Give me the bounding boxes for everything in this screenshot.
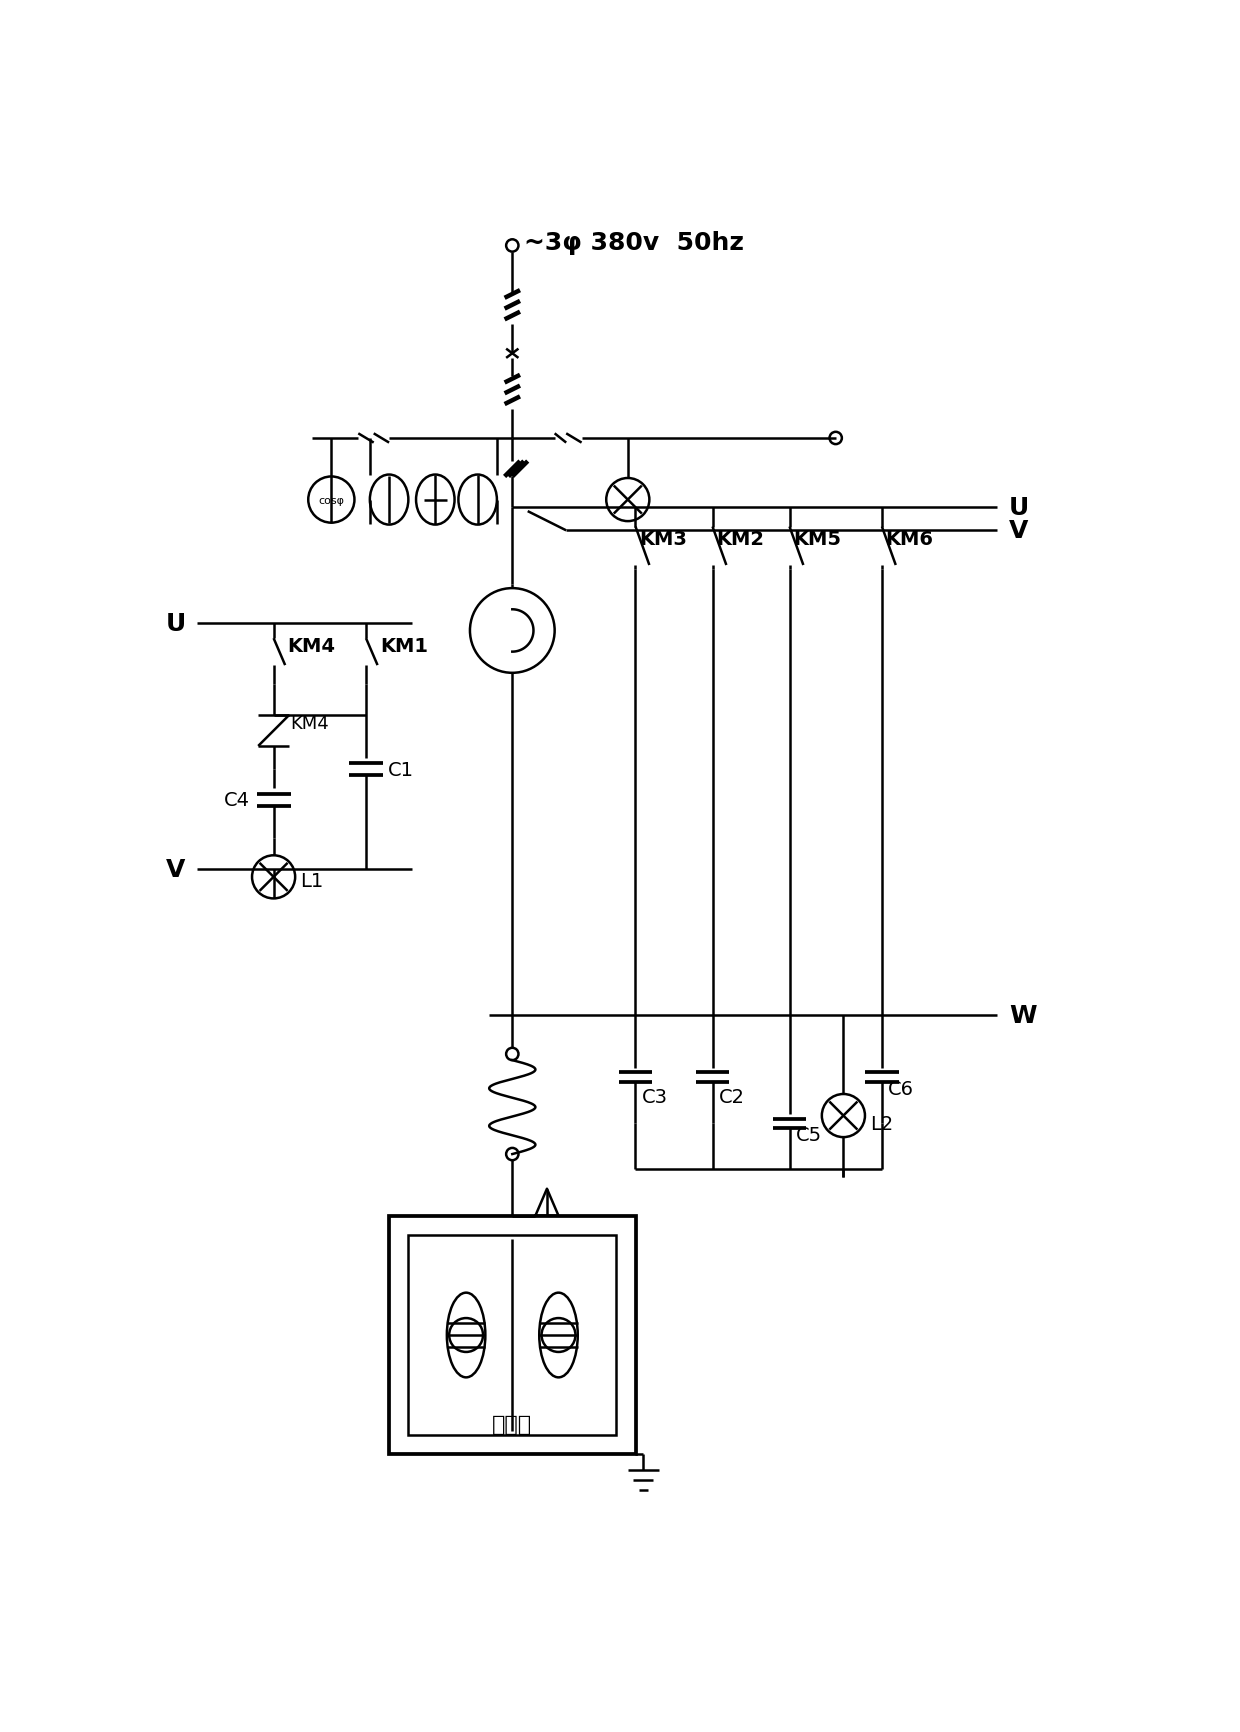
- Text: V: V: [1009, 520, 1028, 544]
- Text: C2: C2: [719, 1088, 745, 1107]
- Text: KM1: KM1: [379, 637, 428, 656]
- Text: C3: C3: [641, 1088, 667, 1107]
- Text: U: U: [166, 611, 186, 636]
- Text: KM2: KM2: [717, 530, 764, 549]
- Text: KM3: KM3: [640, 530, 687, 549]
- Circle shape: [506, 1048, 518, 1060]
- Circle shape: [506, 1148, 518, 1160]
- Text: U: U: [1009, 495, 1029, 520]
- Text: W: W: [1009, 1005, 1037, 1027]
- Circle shape: [830, 433, 842, 445]
- Bar: [389, 1216, 635, 1455]
- Text: V: V: [166, 857, 185, 882]
- Circle shape: [506, 241, 518, 253]
- Text: KM6: KM6: [885, 530, 934, 549]
- Text: C1: C1: [388, 760, 414, 779]
- Text: C6: C6: [888, 1079, 914, 1098]
- Text: C5: C5: [796, 1126, 822, 1145]
- Text: L1: L1: [300, 871, 324, 890]
- Bar: [408, 1235, 616, 1436]
- Text: C4: C4: [223, 792, 249, 811]
- Text: ~3φ 380v  50hz: ~3φ 380v 50hz: [523, 230, 744, 255]
- Text: 连体炉: 连体炉: [492, 1413, 532, 1434]
- Text: KM5: KM5: [794, 530, 842, 549]
- Text: cosφ: cosφ: [319, 495, 345, 506]
- Text: L2: L2: [870, 1114, 894, 1133]
- Text: KM4: KM4: [288, 637, 336, 656]
- Text: KM4: KM4: [290, 714, 330, 733]
